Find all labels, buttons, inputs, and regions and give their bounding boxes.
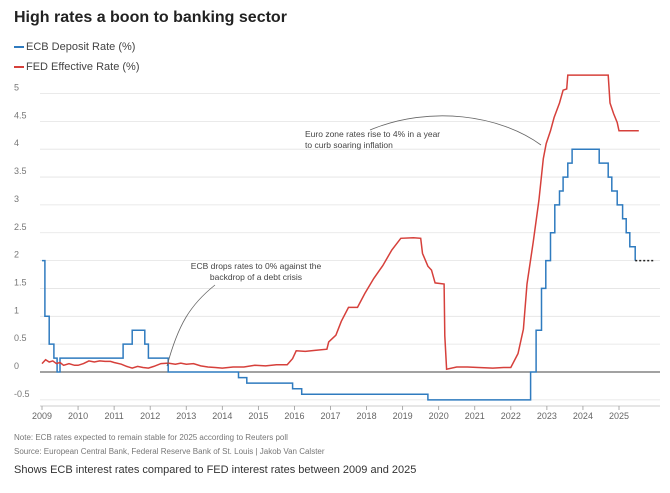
x-tick-label: 2022: [501, 411, 521, 421]
y-tick-label: 3.5: [14, 166, 27, 176]
annotations: Euro zone rates rise to 4% in a year to c…: [166, 115, 542, 367]
series-group: [41, 74, 654, 401]
x-tick-label: 2016: [284, 411, 304, 421]
y-tick-label: 0.5: [14, 333, 27, 343]
annotation-ecb-drop: ECB drops rates to 0% against the backdro…: [191, 261, 322, 282]
x-tick-label: 2018: [357, 411, 377, 421]
y-tick-label: 2: [14, 250, 19, 260]
footnote: Note: ECB rates expected to remain stabl…: [14, 433, 288, 442]
annotation-line: ECB drops rates to 0% against the: [191, 261, 322, 271]
y-tick-label: 2.5: [14, 222, 27, 232]
annotation-line: Euro zone rates rise to 4% in a year: [305, 129, 440, 139]
annotation-leader-ecb: [166, 284, 216, 367]
chart-caption: Shows ECB interest rates compared to FED…: [14, 464, 417, 476]
legend-item-fed: FED Effective Rate (%): [14, 61, 140, 73]
source-note: Source: European Central Bank, Federal R…: [14, 447, 325, 456]
legend-label-ecb: ECB Deposit Rate (%): [26, 41, 136, 53]
x-tick-label: 2014: [212, 411, 232, 421]
x-axis-ticks: 2009 2010 2011 2012 2013 2014 2015 2016 2017 2018…: [32, 405, 660, 421]
legend-swatch-ecb: [14, 46, 24, 48]
y-axis-ticks: -0.5 0 0.5 1 1.5 2 2.5 3 3.5 4 4.5 5: [14, 83, 30, 399]
x-tick-label: 2012: [140, 411, 160, 421]
annotation-euro-zone-rates: Euro zone rates rise to 4% in a year to c…: [305, 129, 440, 150]
fed-effective-rate-line: [41, 74, 639, 371]
x-tick-label: 2025: [609, 411, 629, 421]
chart-title: High rates a boon to banking sector: [14, 9, 287, 26]
x-tick-label: 2017: [320, 411, 340, 421]
x-tick-label: 2010: [68, 411, 88, 421]
x-tick-label: 2009: [32, 411, 52, 421]
y-tick-label: -0.5: [14, 389, 30, 399]
x-tick-label: 2021: [465, 411, 485, 421]
x-tick-label: 2011: [104, 411, 123, 421]
legend-item-ecb: ECB Deposit Rate (%): [14, 41, 135, 53]
y-tick-label: 1: [14, 305, 19, 315]
annotation-leader-euro: [369, 115, 542, 146]
y-tick-label: 4: [14, 138, 19, 148]
annotation-line: backdrop of a debt crisis: [210, 272, 302, 282]
legend-label-fed: FED Effective Rate (%): [26, 61, 140, 73]
ecb-deposit-rate-line: [42, 148, 636, 401]
y-tick-label: 4.5: [14, 110, 27, 120]
legend-swatch-fed: [14, 66, 24, 68]
y-tick-label: 1.5: [14, 277, 27, 287]
x-tick-label: 2023: [537, 411, 557, 421]
x-tick-label: 2024: [573, 411, 593, 421]
y-tick-label: 0: [14, 361, 19, 371]
x-tick-label: 2013: [176, 411, 196, 421]
annotation-line: to curb soaring inflation: [305, 140, 393, 150]
y-tick-label: 3: [14, 194, 19, 204]
x-tick-label: 2019: [393, 411, 413, 421]
x-tick-label: 2015: [248, 411, 268, 421]
x-tick-label: 2020: [429, 411, 449, 421]
y-tick-label: 5: [14, 83, 19, 93]
